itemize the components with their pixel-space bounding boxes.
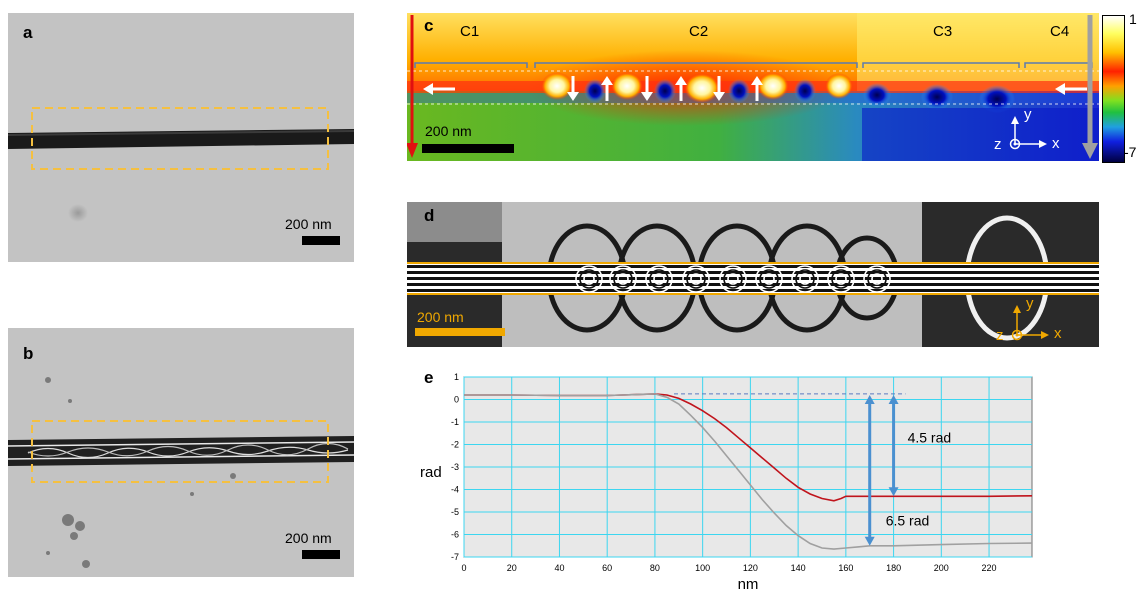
y-tick-label: 0 bbox=[454, 395, 459, 405]
panel-c-colorbar-max: 1 bbox=[1129, 11, 1137, 27]
y-tick-label: -5 bbox=[451, 507, 459, 517]
x-tick-label: 20 bbox=[507, 563, 517, 573]
x-tick-label: 140 bbox=[791, 563, 806, 573]
panel-c-grey-arrow bbox=[1082, 15, 1098, 159]
panel-c-region-c1: C1 bbox=[460, 23, 480, 40]
panel-b-wire-pattern-2 bbox=[27, 442, 349, 457]
panel-c-colorbar-min: -7 bbox=[1124, 144, 1137, 160]
x-tick-label: 200 bbox=[934, 563, 949, 573]
panel-a-tem-image: a 200 nm bbox=[8, 13, 354, 262]
panel-a-label: a bbox=[23, 23, 33, 42]
panel-a-graphic bbox=[8, 107, 354, 222]
y-tick-label: -3 bbox=[451, 462, 459, 472]
panel-a-particle bbox=[68, 204, 88, 222]
panel-d-wire-stripes bbox=[407, 263, 1099, 294]
y-tick-label: 1 bbox=[454, 372, 459, 382]
panel-e-label: e bbox=[424, 368, 434, 387]
annotation-label-2: 6.5 rad bbox=[886, 513, 930, 529]
x-tick-label: 40 bbox=[554, 563, 564, 573]
panel-b-roi-box bbox=[31, 420, 329, 483]
annotation-arrowhead-bottom bbox=[888, 487, 899, 497]
panel-d-axis-y: y bbox=[1026, 295, 1034, 312]
panel-b-graphic bbox=[8, 377, 354, 568]
annotation-label-1: 4.5 rad bbox=[908, 429, 952, 445]
x-tick-label: 160 bbox=[838, 563, 853, 573]
x-tick-label: 60 bbox=[602, 563, 612, 573]
x-tick-label: 180 bbox=[886, 563, 901, 573]
y-tick-label: -1 bbox=[451, 417, 459, 427]
panel-a-scalebar bbox=[302, 236, 340, 245]
panel-d-scalebar-text: 200 nm bbox=[417, 309, 464, 325]
annotations: 4.5 rad 6.5 rad bbox=[864, 395, 952, 546]
panel-d-scalebar bbox=[415, 328, 505, 336]
panel-c-vortices bbox=[541, 72, 1015, 113]
panel-d-graphic bbox=[407, 202, 1099, 347]
y-tick-labels: 1 0 -1 -2 -3 -4 -5 -6 -7 bbox=[451, 372, 459, 562]
panel-c-phase-map: c C1 C2 C3 C4 200 nm y x z bbox=[407, 13, 1099, 161]
panel-a-roi-box bbox=[31, 107, 329, 170]
panel-d-axes-icon bbox=[1011, 305, 1049, 341]
x-tick-label: 100 bbox=[695, 563, 710, 573]
panel-b-label: b bbox=[23, 344, 34, 363]
y-axis-label: rad bbox=[420, 464, 442, 481]
panel-b-wire-pattern bbox=[27, 446, 349, 459]
panel-c-red-arrow bbox=[407, 15, 418, 158]
grid-lines bbox=[463, 376, 1032, 558]
x-tick-labels: 0 20 40 60 80 100 120 140 160 180 200 220 bbox=[461, 563, 996, 573]
panel-c-axis-y: y bbox=[1024, 106, 1032, 123]
panel-d-label: d bbox=[424, 206, 435, 225]
x-tick-label: 0 bbox=[461, 563, 466, 573]
series-line-2 bbox=[464, 393, 1033, 550]
panel-c-region-c4: C4 bbox=[1050, 23, 1070, 40]
panel-c-label: c bbox=[424, 16, 434, 35]
panel-b-scalebar bbox=[302, 550, 340, 559]
panel-c-graphic bbox=[407, 13, 1099, 161]
panel-b-wire-highlight-bottom bbox=[8, 454, 354, 460]
panel-c-axis-x: x bbox=[1052, 135, 1060, 152]
y-tick-label: -6 bbox=[451, 530, 459, 540]
panel-d-axis-z: z bbox=[996, 327, 1004, 344]
panel-c-region-c3: C3 bbox=[933, 23, 953, 40]
y-tick-label: -4 bbox=[451, 485, 459, 495]
panel-e-chart: 4.5 rad 6.5 rad 0 20 40 60 80 100 120 140 160 180 2… bbox=[420, 372, 1033, 593]
panel-c-region-brackets bbox=[414, 62, 1093, 68]
x-tick-label: 220 bbox=[982, 563, 997, 573]
x-tick-label: 80 bbox=[650, 563, 660, 573]
panel-c-scalebar-text: 200 nm bbox=[425, 123, 472, 139]
annotation-arrowhead-top bbox=[864, 395, 875, 404]
x-axis-label: nm bbox=[738, 576, 759, 593]
panel-c-axes-icon bbox=[1009, 116, 1047, 150]
y-tick-label: -2 bbox=[451, 440, 459, 450]
panel-a-wire-edge bbox=[8, 130, 354, 136]
panel-c-region-c2: C2 bbox=[689, 23, 709, 40]
annotation-arrowhead-top bbox=[888, 395, 899, 404]
panel-b-particles bbox=[45, 377, 236, 568]
x-tick-label: 120 bbox=[743, 563, 758, 573]
panel-b-tem-image: b 200 nm bbox=[8, 328, 354, 577]
panel-d-axis-x: x bbox=[1054, 325, 1062, 342]
panel-d-contour-map: d 200 nm y x z bbox=[407, 202, 1099, 347]
panel-b-wire bbox=[8, 436, 354, 466]
panel-d-vortex-rings bbox=[575, 265, 891, 293]
panel-c-magnetization-arrows bbox=[423, 76, 1087, 101]
panel-c-colorbar bbox=[1102, 15, 1125, 163]
y-tick-label: -7 bbox=[451, 552, 459, 562]
panel-c-scalebar bbox=[422, 144, 514, 153]
panel-b-scalebar-text: 200 nm bbox=[285, 530, 332, 546]
annotation-arrowhead-bottom bbox=[864, 536, 875, 546]
panel-a-scalebar-text: 200 nm bbox=[285, 216, 332, 232]
panel-b-wire-highlight-top bbox=[8, 441, 354, 447]
panel-c-axis-z: z bbox=[994, 136, 1002, 153]
series-lines bbox=[464, 393, 1033, 550]
